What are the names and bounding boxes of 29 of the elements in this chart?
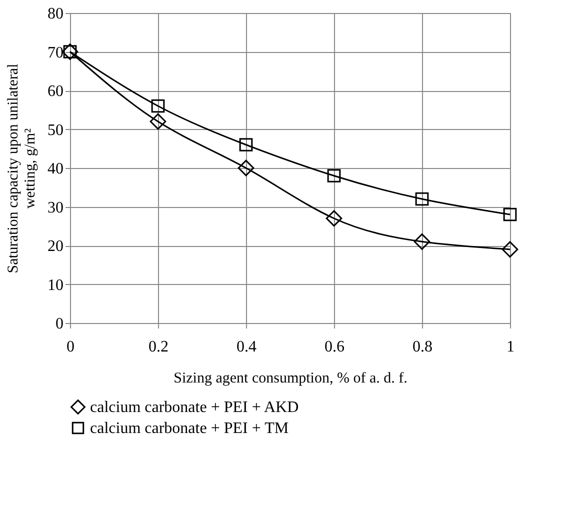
legend-label: calcium carbonate + PEI + AKD <box>90 399 299 416</box>
x-axis-title: Sizing agent consumption, % of a. d. f. <box>174 370 408 386</box>
point <box>239 138 253 152</box>
y-axis-title: Saturation capacity upon unilateral wetting, g/m² <box>6 64 38 274</box>
y-tick-label: 80 <box>48 6 64 22</box>
legend-label: calcium carbonate + PEI + TM <box>90 420 289 437</box>
point <box>414 233 430 250</box>
y-tick-label: 10 <box>48 276 64 294</box>
point <box>326 210 342 227</box>
y-tick-label: 50 <box>48 122 64 139</box>
y-tick-label: 30 <box>48 199 64 216</box>
y-tick-label: 0 <box>56 316 64 332</box>
y-tick-label: 70 <box>48 44 64 62</box>
point <box>238 160 254 176</box>
y-tick-label: 60 <box>48 83 64 100</box>
point <box>415 192 429 206</box>
y-tick-label: 20 <box>48 238 64 255</box>
x-tick-label: 0.6 <box>324 338 344 356</box>
x-tick-label: 0.2 <box>148 338 168 356</box>
x-tick-label: 1 <box>506 338 514 356</box>
y-tick-label: 40 <box>48 160 64 178</box>
point <box>503 208 517 222</box>
point <box>150 113 166 130</box>
x-tick-label: 0 <box>66 338 74 356</box>
point <box>502 241 518 258</box>
x-tick-label: 0.8 <box>412 338 432 356</box>
point <box>151 99 165 113</box>
x-tick-label: 0.4 <box>236 338 256 356</box>
point <box>327 169 341 182</box>
